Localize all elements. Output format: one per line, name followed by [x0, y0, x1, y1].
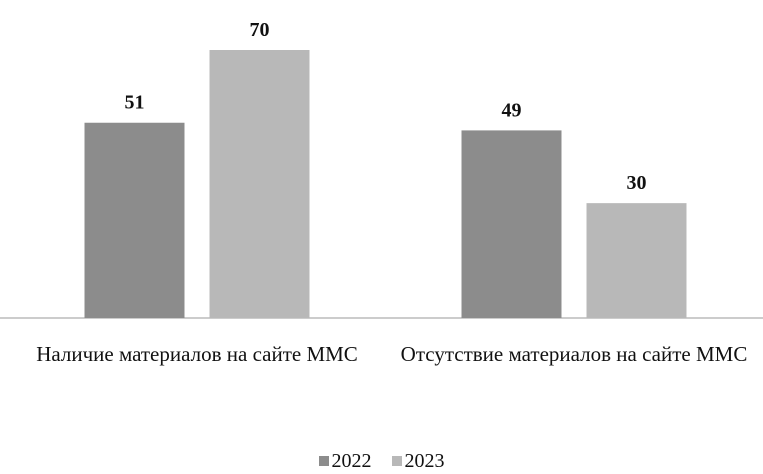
legend-item: 2022 — [318, 450, 372, 473]
legend-label: 2022 — [331, 450, 372, 472]
data-label: 49 — [502, 99, 522, 121]
legend-swatch — [391, 456, 402, 466]
data-label: 70 — [250, 19, 270, 41]
bar — [461, 130, 562, 318]
data-label: 30 — [627, 172, 647, 194]
legend-label: 2023 — [404, 450, 445, 472]
legend-item: 2023 — [391, 450, 445, 473]
legend: 2022 2023 — [0, 450, 763, 473]
bar — [209, 50, 310, 318]
x-tick-label: Отсутствие материалов на сайте ММС — [400, 342, 748, 366]
bar — [586, 203, 687, 318]
bar — [84, 122, 185, 318]
x-tick-label: Наличие материалов на сайте ММС — [36, 342, 358, 366]
data-label: 51 — [125, 92, 145, 114]
legend-swatch — [318, 456, 329, 466]
